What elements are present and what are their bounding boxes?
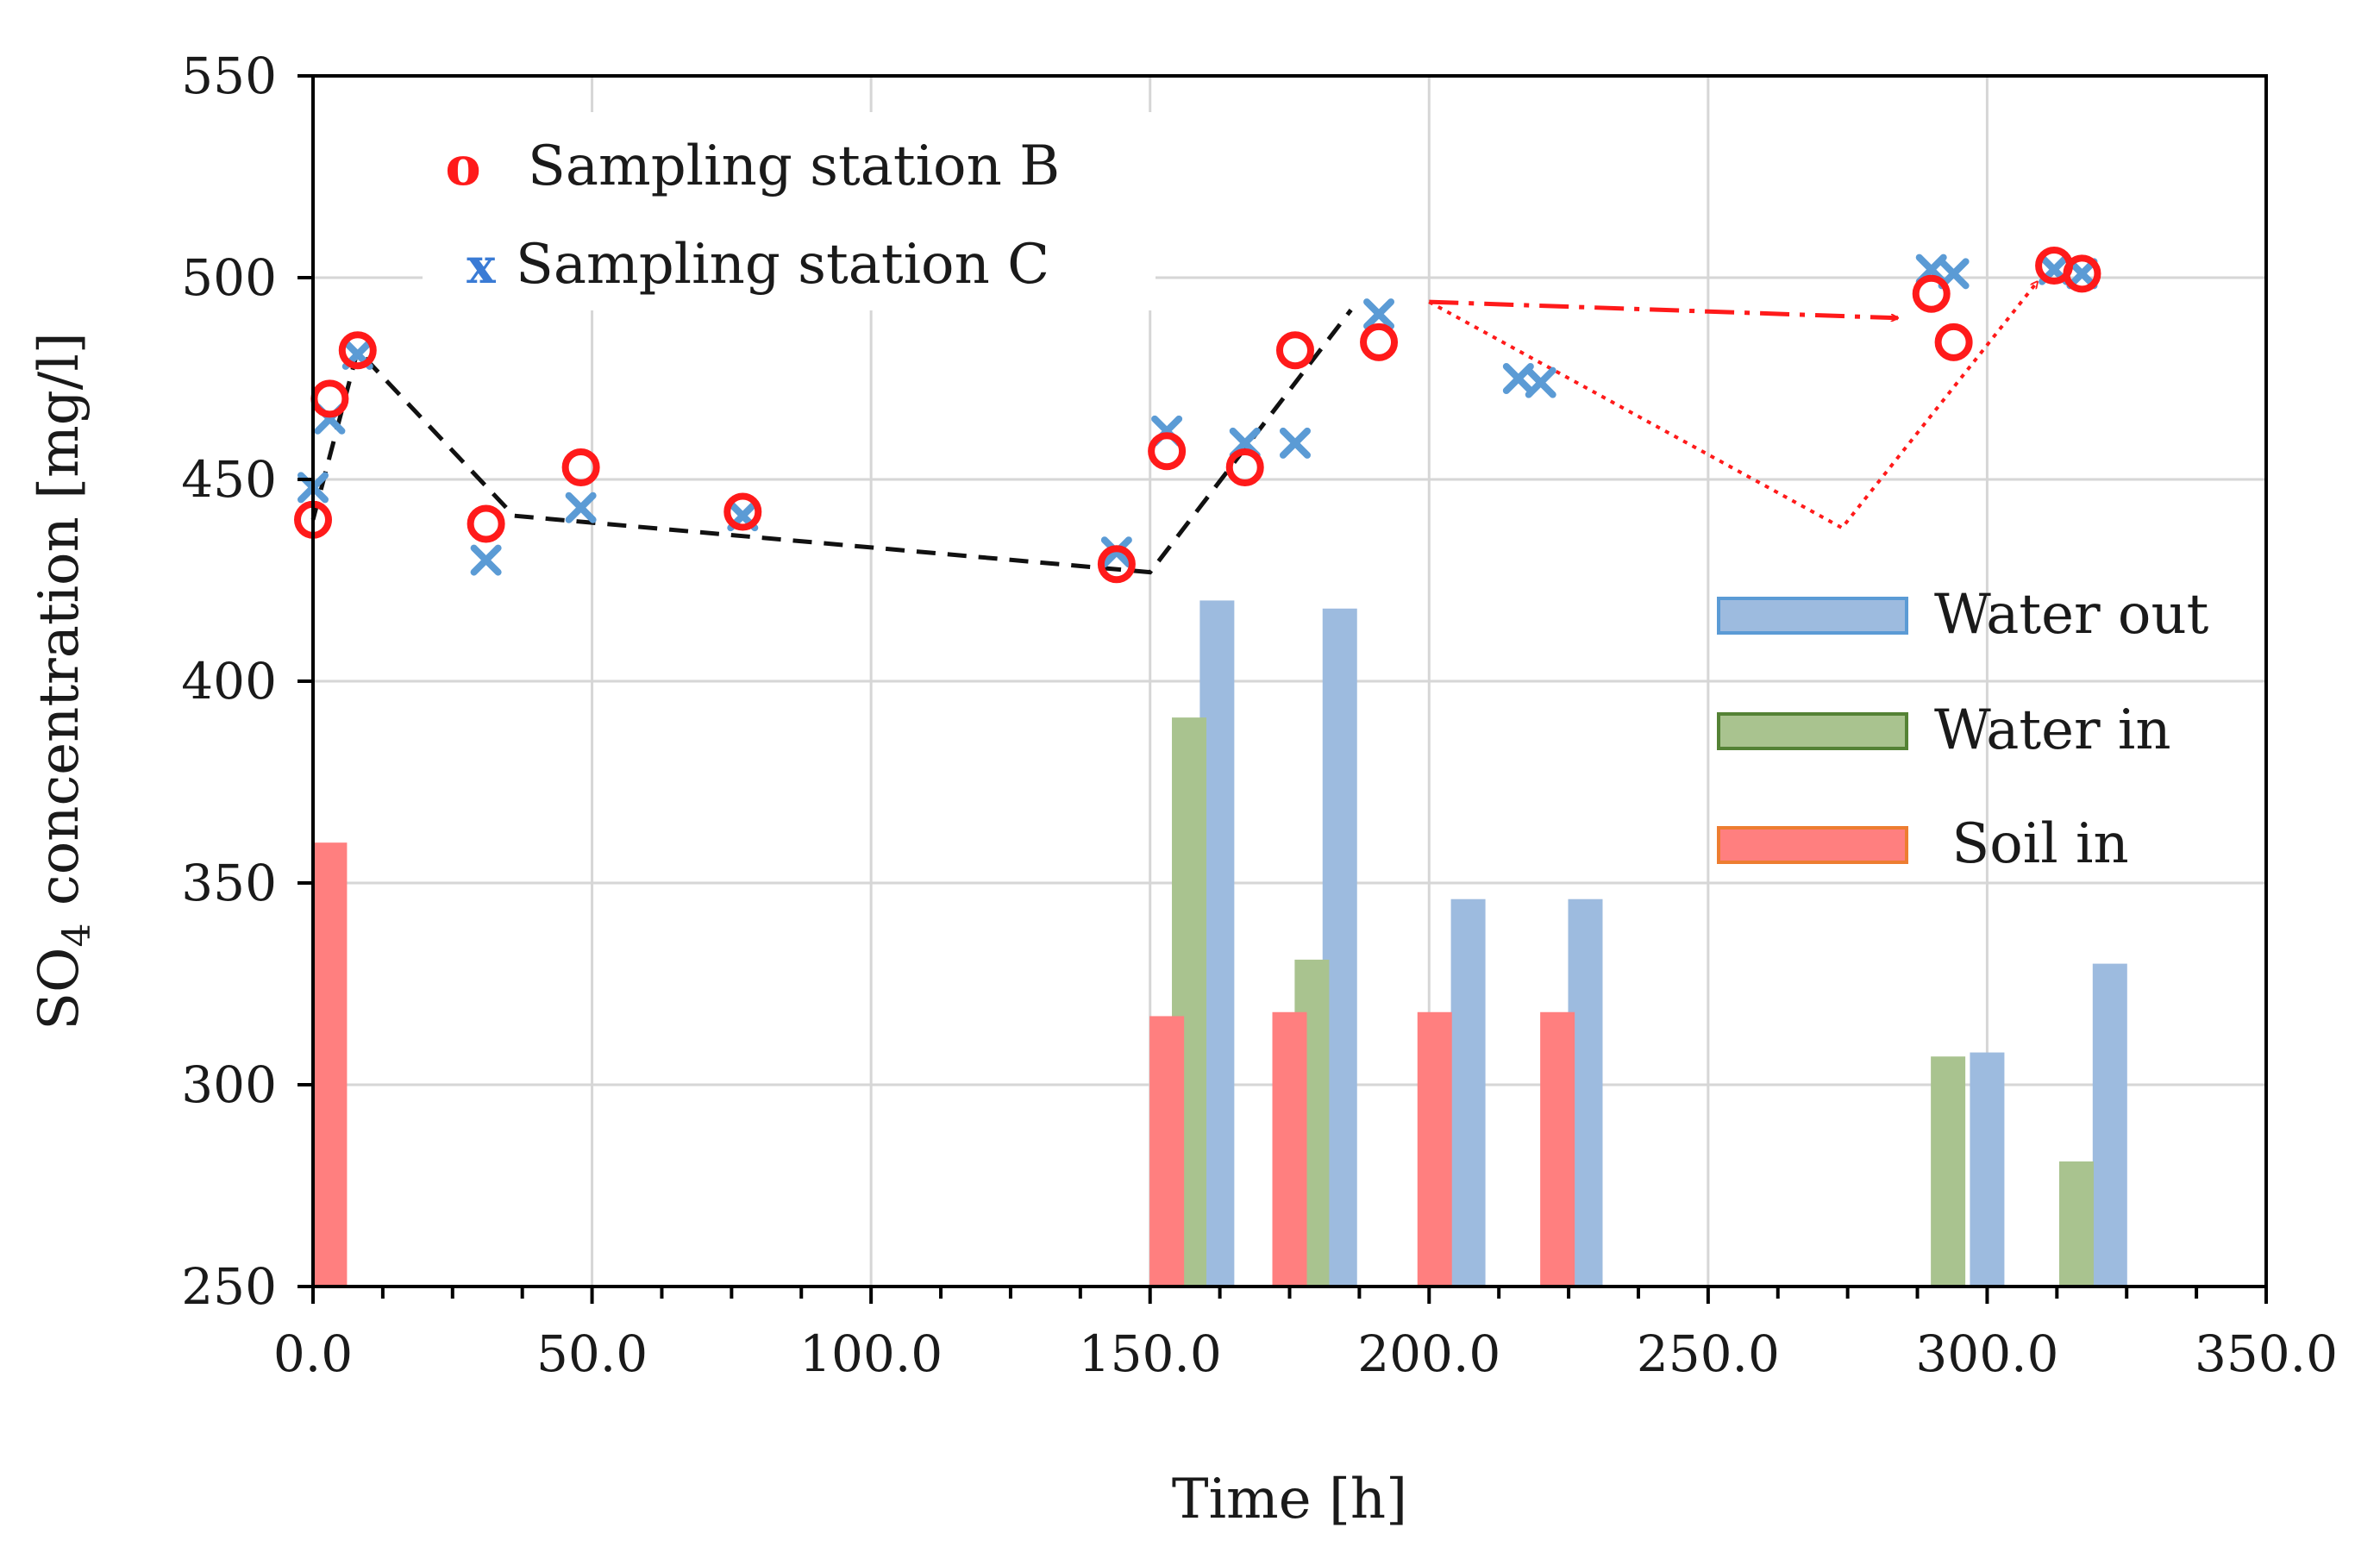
y-tick-label: 550: [181, 47, 277, 105]
marker-station-b: [723, 492, 762, 531]
legend-soil-in-swatch: [1717, 826, 1908, 864]
marker-station-c: [470, 544, 502, 576]
marker-station-b: [1148, 432, 1187, 471]
marker-station-c-stroke: [1363, 298, 1395, 330]
marker-station-b: [1912, 274, 1951, 313]
dotted-arrow: [1428, 282, 2037, 530]
x-tick-label: 150.0: [1079, 1324, 1222, 1383]
legend-station-c-label: Sampling station C: [516, 233, 1049, 297]
legend-circle-symbol: o: [445, 135, 480, 197]
scatter-legend-background: [423, 112, 1156, 310]
marker-station-c: [1279, 427, 1311, 459]
legend-station-b-label: Sampling station B: [528, 135, 1060, 198]
legend-soil-in-label: Soil in: [1934, 812, 2129, 876]
marker-station-b: [2063, 254, 2101, 293]
annotation-lines: [310, 282, 2038, 575]
bar-water-in: [1931, 1056, 1966, 1287]
bar-series: [312, 600, 2127, 1287]
marker-station-c-stroke: [565, 491, 597, 523]
bar-soil-in: [312, 842, 348, 1287]
y-tick-label: 400: [181, 652, 277, 711]
marker-station-c: [2066, 258, 2098, 290]
x-axis-ticks: 0.0 50.0 100.0 150.0 200.0 250.0 300.0 350.0: [273, 1287, 2338, 1383]
bar-water-out: [1450, 898, 1486, 1287]
marker-station-b: [1275, 331, 1314, 370]
x-tick-label: 200.0: [1357, 1324, 1500, 1383]
x-tick-label: 300.0: [1915, 1324, 2058, 1383]
marker-station-b: [1360, 322, 1399, 361]
legend-water-in-label: Water in: [1934, 698, 2171, 762]
x-tick-label: 350.0: [2195, 1324, 2338, 1383]
marker-station-c: [1363, 298, 1395, 330]
marker-station-b: [310, 379, 349, 418]
legend-water-out-swatch: [1717, 597, 1908, 635]
bar-legend: Water out Water in Soil in: [1717, 583, 2209, 876]
bar-water-out: [1970, 1052, 2005, 1287]
x-axis-title: Time [h]: [1172, 1468, 1407, 1531]
y-axis-ticks: 250 300 350 400 450 500 550: [181, 47, 313, 1316]
marker-station-c: [1525, 366, 1556, 398]
marker-station-c-stroke: [470, 544, 502, 576]
y-tick-label: 300: [181, 1055, 277, 1114]
marker-station-c-stroke: [1279, 427, 1311, 459]
bar-water-in: [2058, 1161, 2094, 1287]
bar-soil-in: [1540, 1011, 1575, 1287]
y-tick-label: 250: [181, 1257, 277, 1316]
bar-soil-in: [1272, 1011, 1307, 1287]
x-tick-label: 100.0: [799, 1324, 943, 1383]
y-tick-label: 450: [181, 450, 277, 509]
y-axis-title-subscript: 4: [55, 923, 99, 947]
bar-water-out: [2092, 963, 2127, 1287]
trend-line: [310, 308, 1353, 575]
marker-station-b: [338, 331, 377, 370]
legend-water-in-swatch: [1717, 712, 1908, 750]
legend-x-symbol: x: [467, 238, 496, 295]
legend-water-out-label: Water out: [1934, 583, 2209, 647]
x-tick-label: 250.0: [1637, 1324, 1780, 1383]
dash-dot-arrow: [1429, 299, 1898, 318]
marker-station-b: [1934, 322, 1973, 361]
y-axis-title-rest: concentration [mg/l]: [28, 332, 91, 923]
marker-station-b: [1225, 448, 1264, 486]
marker-station-c: [565, 491, 597, 523]
y-tick-label: 350: [181, 854, 277, 912]
marker-station-b: [561, 448, 600, 486]
bar-soil-in: [1417, 1011, 1452, 1287]
scatter-legend: o Sampling station B x Sampling station …: [423, 112, 1156, 310]
y-axis-title: SO4 concentration [mg/l]: [28, 332, 99, 1030]
marker-station-c-stroke: [2066, 258, 2098, 290]
scatter-markers: [294, 246, 2101, 584]
marker-station-c-stroke: [1525, 366, 1556, 398]
y-axis-title-main: SO: [28, 947, 91, 1030]
bar-soil-in: [1149, 1016, 1185, 1287]
marker-station-b: [1097, 545, 1136, 584]
x-tick-label: 50.0: [536, 1324, 648, 1383]
marker-station-b: [467, 504, 505, 543]
x-tick-label: 0.0: [273, 1324, 353, 1383]
y-tick-label: 500: [181, 248, 277, 307]
